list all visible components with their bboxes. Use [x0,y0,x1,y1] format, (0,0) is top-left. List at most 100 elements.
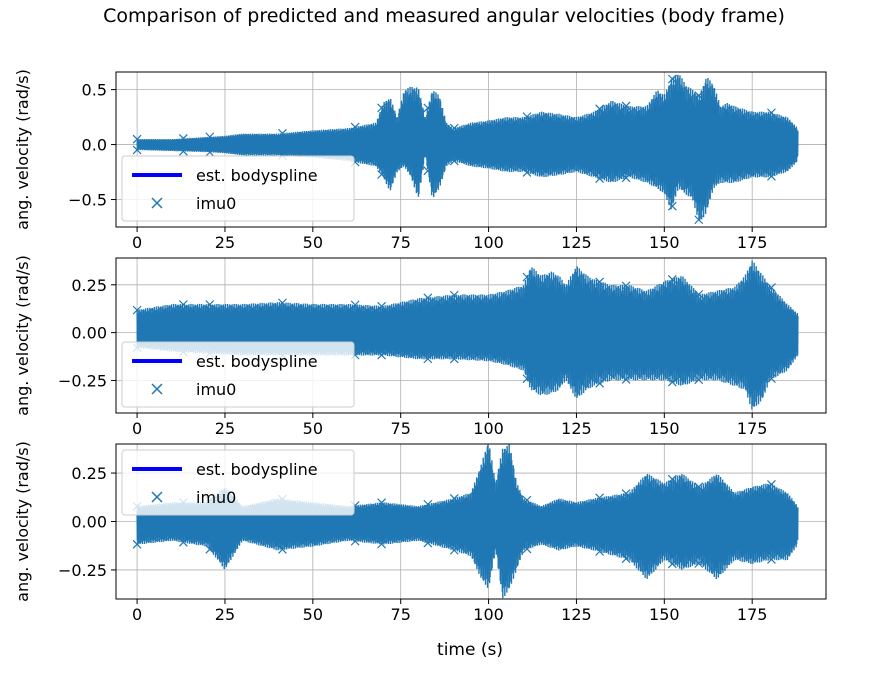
imu0-marker [449,354,459,364]
x-tick-label: 0 [132,419,142,438]
x-tick-label: 75 [391,605,411,624]
y-axis-label: ang. velocity (rad/s) [13,69,32,230]
imu0-marker [132,539,142,549]
y-tick-label: 0.25 [71,464,107,483]
imu0-marker [595,547,605,556]
imu0-marker [767,374,776,384]
y-tick-label: −0.25 [58,561,107,580]
imu0-marker [667,377,677,387]
legend: est. bodyspline imu0 [121,341,355,408]
imu0-marker [377,103,387,113]
x-tick-label: 25 [215,233,235,252]
axes-frame [115,257,827,414]
imu0-marker [178,134,188,143]
imu0-marker [522,272,532,282]
y-tick-label: 0.0 [82,136,107,155]
x-tick-label: 175 [737,419,768,438]
x-tick-label: 125 [561,605,592,624]
legend-label-bodyspline: est. bodyspline [196,166,318,185]
imu0-marker [377,350,387,360]
imu0-marker [350,300,360,310]
x-tick-label: 150 [649,233,680,252]
legend-swatch-imu0 [151,491,163,503]
imu0-marker [205,300,215,309]
imu0-marker [667,275,677,284]
imu0-marker [423,103,433,113]
imu0-marker [667,474,677,484]
imu0-marker [178,300,188,309]
imu0-marker [767,283,776,292]
imu0-marker [522,168,532,177]
x-tick-label: 175 [737,605,768,624]
imu0-marker [278,545,287,554]
imu0-marker [621,173,631,183]
legend-swatch-imu0 [151,197,163,209]
legend-label-imu0: imu0 [196,380,236,399]
imu0-marker [377,498,387,508]
imu0-marker [205,132,215,142]
imu0-marker [522,544,532,554]
x-tick-label: 150 [649,605,680,624]
imu0-marker [522,495,532,505]
series-imu0 [136,444,799,599]
imu0-marker [621,101,631,111]
imu0-marker [621,489,631,498]
subplots: 0 25 50 75 100 125 150 175 −0.5 0.0 0.5 ang. veloci… [13,69,827,624]
legend-box [121,341,355,408]
imu0-marker [694,215,704,225]
imu0-marker [595,493,605,503]
x-tick-label: 150 [649,419,680,438]
imu0-marker [278,128,287,138]
subplot-2: 0 25 50 75 100 125 150 175 −0.25 0.00 0.25 ang. vel… [13,255,827,438]
imu0-marker [694,559,704,568]
x-tick-label: 125 [561,419,592,438]
imu0-marker [278,298,287,308]
imu0-marker [132,305,142,315]
imu0-marker [377,170,387,179]
imu0-marker [595,174,605,184]
x-tick-label: 75 [391,419,411,438]
imu0-marker [595,104,605,114]
imu0-marker [205,544,215,554]
y-axis-label: ang. velocity (rad/s) [13,441,32,602]
imu0-marker [449,290,459,300]
x-tick-label: 75 [391,233,411,252]
legend-label-imu0: imu0 [196,194,236,213]
series-imu0 [136,74,799,221]
legend-swatch-imu0 [151,383,163,395]
imu0-marker [595,378,605,388]
imu0-marker [178,146,188,156]
legend-box [121,155,355,222]
imu0-marker [350,536,360,546]
imu0-marker [132,145,142,155]
imu0-marker [694,91,704,100]
y-axis-label: ang. velocity (rad/s) [13,255,32,416]
imu0-marker [423,538,433,548]
imu0-marker [449,494,459,503]
legend-box [121,449,355,516]
imu0-marker [694,289,704,299]
x-tick-label: 25 [215,605,235,624]
x-tick-label: 125 [561,233,592,252]
imu0-marker [449,545,459,555]
imu0-marker [694,375,704,385]
imu0-marker [621,281,631,291]
y-tick-label: −0.5 [68,191,107,210]
x-tick-label: 0 [132,233,142,252]
x-tick-label: 100 [473,233,504,252]
y-tick-label: 0.25 [71,276,107,295]
imu0-marker [377,301,387,311]
imu0-marker [767,480,776,489]
imu0-marker [449,156,459,166]
imu0-marker [205,147,215,157]
x-tick-label: 50 [303,233,323,252]
y-tick-label: −0.25 [58,371,107,390]
imu0-marker [132,134,142,144]
imu0-marker [178,537,188,547]
imu0-marker [767,555,776,564]
x-axis-label: time (s) [437,640,503,660]
imu0-marker [621,375,631,384]
legend-label-imu0: imu0 [196,488,236,507]
x-tick-label: 175 [737,233,768,252]
